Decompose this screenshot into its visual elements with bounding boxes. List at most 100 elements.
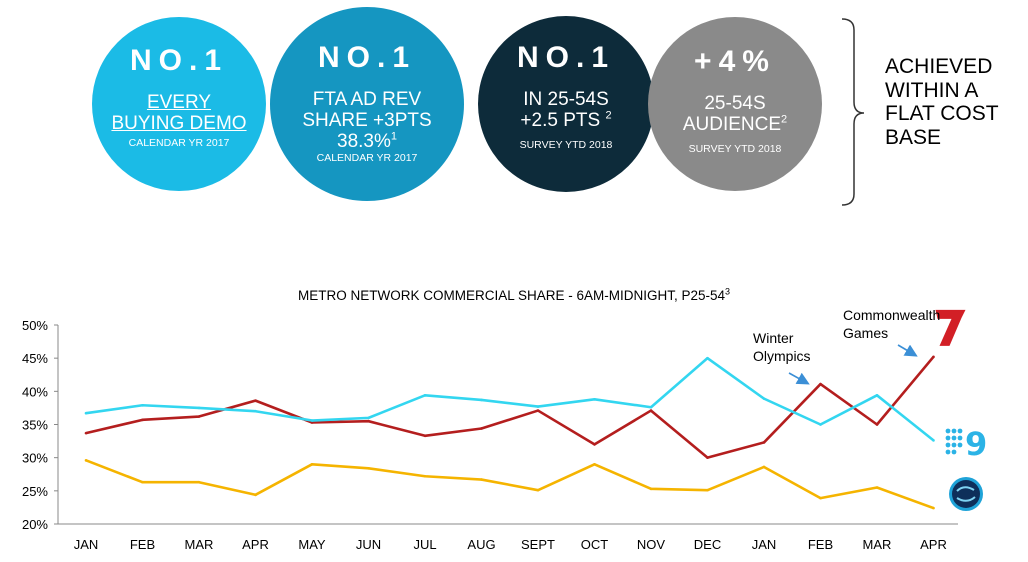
circle-line-pts: +2.5 PTS 2 [520, 110, 611, 131]
circle-audience: +4% 25-54S AUDIENCE2 SURVEY YTD 2018 [648, 17, 822, 191]
annotation-line: Games [843, 325, 888, 341]
right-brace [841, 18, 865, 206]
x-tick-label: FEB [130, 537, 155, 552]
data-point [367, 416, 370, 420]
data-point [706, 356, 709, 360]
nine-logo-dot [957, 435, 963, 441]
nine-logo-dot [945, 449, 951, 455]
circle-line: IN 25-54S [523, 89, 609, 110]
circle-line-audience: AUDIENCE2 [683, 114, 787, 135]
series-line [85, 459, 934, 510]
data-point [197, 406, 201, 410]
data-point [819, 496, 822, 500]
data-point [593, 463, 596, 466]
circle-headline: NO.1 [317, 41, 417, 74]
ten-logo [949, 477, 983, 511]
nine-logo-dot [945, 428, 951, 434]
annotation-line: Commonwealth [843, 307, 940, 323]
circle-subtext: SURVEY YTD 2018 [519, 139, 613, 151]
circle-subtext: CALENDAR YR 2017 [316, 152, 418, 164]
seven-logo [935, 309, 966, 346]
circle-line: FTA AD REV [312, 89, 422, 110]
data-point [536, 409, 540, 412]
annotation-arrow [897, 344, 918, 357]
y-tick-label: 30% [22, 451, 48, 466]
annotation-line: Olympics [753, 348, 811, 364]
nine-logo-dot [951, 449, 957, 455]
data-point [875, 423, 879, 426]
y-tick-label: 35% [22, 418, 48, 433]
footnote-mark: 2 [605, 109, 612, 122]
achieved-line: BASE [885, 125, 942, 149]
nine-logo-numeral: 9 [965, 425, 987, 463]
y-tick-label: 20% [22, 517, 48, 532]
y-tick-label: 25% [22, 484, 48, 499]
data-point [197, 415, 201, 418]
x-tick-label: JAN [74, 537, 99, 552]
annotation-winter-olympics: Winter Olympics [753, 330, 811, 364]
x-tick-label: NOV [637, 537, 666, 552]
circle-fta-ad-rev: NO.1 FTA AD REV SHARE +3PTS 38.3%1 CALEN… [270, 7, 464, 201]
data-point [932, 439, 935, 442]
data-point [536, 405, 540, 408]
data-point [480, 427, 483, 430]
data-point [762, 465, 766, 469]
x-tick-label: FEB [808, 537, 833, 552]
footnote-mark: 3 [725, 286, 731, 297]
data-point [310, 419, 314, 422]
x-tick-label: OCT [581, 537, 609, 552]
y-tick-label: 50% [22, 318, 48, 333]
achieved-line: WITHIN A [885, 78, 979, 102]
circle-line: +2.5 PTS [520, 110, 606, 131]
data-point [423, 474, 427, 478]
y-tick-label: 45% [22, 351, 48, 366]
circle-line: 25-54S [704, 93, 766, 114]
data-point [254, 399, 257, 402]
x-tick-label: JUL [413, 537, 436, 552]
x-tick-label: JUN [356, 537, 381, 552]
circle-subtext: SURVEY YTD 2018 [688, 143, 782, 155]
data-point [254, 409, 257, 413]
data-point [84, 411, 88, 415]
achieved-statement: ACHIEVED WITHIN A FLAT COST BASE [885, 55, 999, 149]
data-point [649, 487, 653, 491]
data-point [875, 486, 879, 489]
ten-logo-disc [952, 480, 980, 508]
data-point [536, 488, 540, 492]
data-point [762, 441, 766, 444]
circle-line: SHARE +3PTS [302, 110, 432, 131]
data-point [84, 431, 88, 435]
circle-every-buying-demo: NO.1 EVERY BUYING DEMO CALENDAR YR 2017 [92, 17, 266, 191]
chart-title-text: METRO NETWORK COMMERCIAL SHARE - 6AM-MID… [297, 288, 726, 303]
achieved-line: ACHIEVED [885, 55, 993, 78]
data-point [141, 480, 144, 484]
nine-logo-dot [957, 428, 963, 434]
circle-line: EVERY [146, 92, 212, 113]
circle-subtext: CALENDAR YR 2017 [128, 137, 230, 149]
data-point [706, 456, 709, 459]
data-point [480, 398, 483, 402]
data-point [593, 397, 596, 401]
nine-logo-dot [945, 442, 951, 448]
data-point [932, 355, 935, 359]
circle-line: 38.3% [337, 131, 391, 152]
nine-logo-dot [951, 435, 957, 441]
x-tick-label: MAR [863, 537, 892, 552]
data-point [819, 423, 822, 426]
data-point [593, 443, 596, 446]
nine-logo: 9 [945, 425, 987, 463]
circle-line: BUYING DEMO [111, 113, 247, 134]
seven-logo-shape [935, 309, 966, 346]
data-point [367, 466, 370, 470]
x-tick-label: DEC [694, 537, 721, 552]
data-point [480, 478, 483, 481]
circle-headline: NO.1 [516, 41, 616, 74]
nine-logo-dot [957, 442, 963, 448]
x-tick-label: MAR [185, 537, 214, 552]
y-tick-label: 40% [22, 384, 48, 399]
data-point [310, 463, 314, 466]
data-point [875, 394, 879, 397]
ten-logo-swoosh [956, 486, 976, 502]
circle-in-25-54s: NO.1 IN 25-54S +2.5 PTS 2 SURVEY YTD 201… [478, 16, 654, 192]
